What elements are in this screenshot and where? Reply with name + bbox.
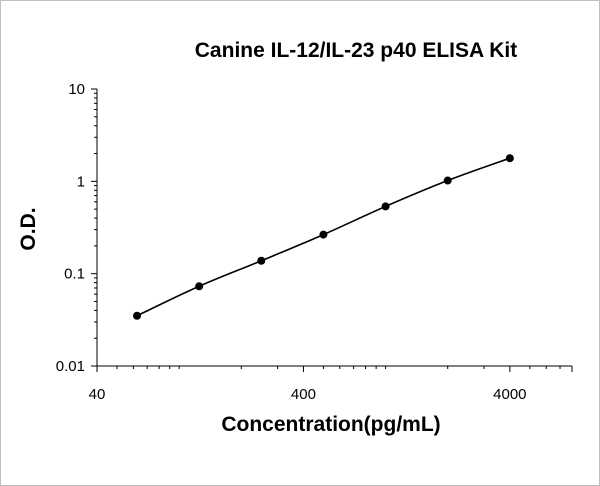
x-tick-label: 400 <box>291 386 316 403</box>
chart-title: Canine IL-12/IL-23 p40 ELISA Kit <box>194 39 518 62</box>
data-point <box>133 311 142 320</box>
data-point <box>319 230 328 239</box>
x-tick-label: 40 <box>89 386 106 403</box>
x-axis-label: Concentration(pg/mL) <box>221 413 441 436</box>
data-point <box>257 256 266 265</box>
y-tick-label: 10 <box>68 81 85 98</box>
data-point <box>381 202 390 211</box>
y-tick-label: 1 <box>77 173 85 190</box>
axes <box>96 89 572 367</box>
series-layer <box>133 154 514 320</box>
x-tick-label: 4000 <box>493 386 526 403</box>
y-tick-label: 0.1 <box>64 266 85 283</box>
data-point <box>505 154 514 163</box>
y-tick-label: 0.01 <box>56 358 85 375</box>
data-point <box>443 176 452 185</box>
data-point <box>195 282 204 291</box>
ticks: 0.01 0.1 1 10 40 400 4000 <box>56 81 573 403</box>
